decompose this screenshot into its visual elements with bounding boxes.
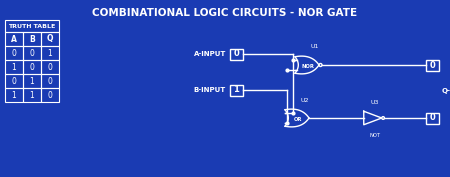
Text: NOR: NOR — [301, 64, 314, 69]
Text: U2: U2 — [300, 98, 309, 102]
Text: 1: 1 — [30, 90, 34, 99]
Bar — [426, 59, 438, 70]
Bar — [23, 60, 41, 74]
Text: U1: U1 — [310, 44, 319, 50]
Text: OR: OR — [293, 117, 302, 122]
Text: 0: 0 — [30, 62, 35, 72]
Text: B-INPUT: B-INPUT — [194, 87, 226, 93]
Bar — [5, 74, 23, 88]
Bar — [41, 46, 59, 60]
Text: 0: 0 — [429, 61, 435, 70]
Text: COMBINATIONAL LOGIC CIRCUITS - NOR GATE: COMBINATIONAL LOGIC CIRCUITS - NOR GATE — [92, 8, 358, 18]
Text: 0: 0 — [48, 62, 53, 72]
Text: 0: 0 — [48, 76, 53, 85]
Text: 0: 0 — [12, 76, 17, 85]
Bar — [41, 74, 59, 88]
Text: 1: 1 — [30, 76, 34, 85]
Bar — [23, 46, 41, 60]
Text: 0: 0 — [12, 48, 17, 58]
Bar — [230, 48, 243, 59]
Text: 1: 1 — [48, 48, 52, 58]
Bar — [5, 46, 23, 60]
Text: 0: 0 — [48, 90, 53, 99]
Bar — [23, 88, 41, 102]
Text: 1: 1 — [12, 62, 16, 72]
Bar — [23, 74, 41, 88]
Text: Q: Q — [47, 35, 53, 44]
Text: 1: 1 — [233, 85, 239, 95]
Text: TRUTH TABLE: TRUTH TABLE — [9, 24, 56, 28]
Bar — [5, 32, 23, 46]
Text: 0: 0 — [233, 50, 239, 59]
Text: U3: U3 — [371, 100, 379, 105]
Text: Q-OUTPUT: Q-OUTPUT — [442, 88, 450, 95]
Bar — [5, 88, 23, 102]
Text: 1: 1 — [12, 90, 16, 99]
Text: B: B — [29, 35, 35, 44]
Text: NOT: NOT — [369, 133, 381, 138]
Bar — [41, 60, 59, 74]
Bar — [230, 84, 243, 96]
Bar — [426, 113, 438, 124]
Bar — [5, 60, 23, 74]
Bar — [23, 32, 41, 46]
Bar — [41, 88, 59, 102]
Bar — [5, 20, 59, 32]
Text: A: A — [11, 35, 17, 44]
Text: 0: 0 — [30, 48, 35, 58]
Text: A-INPUT: A-INPUT — [194, 51, 226, 57]
Text: 0: 0 — [429, 113, 435, 122]
Bar — [41, 32, 59, 46]
